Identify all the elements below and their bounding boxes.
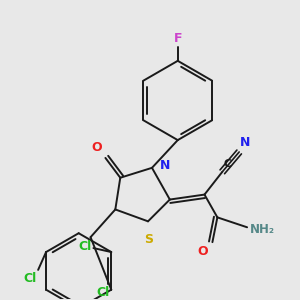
Text: Cl: Cl [97,286,110,298]
Text: N: N [160,159,170,172]
Text: S: S [145,233,154,246]
Text: F: F [173,32,182,45]
Text: O: O [92,141,102,154]
Text: NH₂: NH₂ [250,223,275,236]
Text: N: N [240,136,250,149]
Text: Cl: Cl [78,240,92,253]
Text: O: O [198,245,208,258]
Text: Cl: Cl [23,272,36,285]
Text: C: C [223,159,231,169]
